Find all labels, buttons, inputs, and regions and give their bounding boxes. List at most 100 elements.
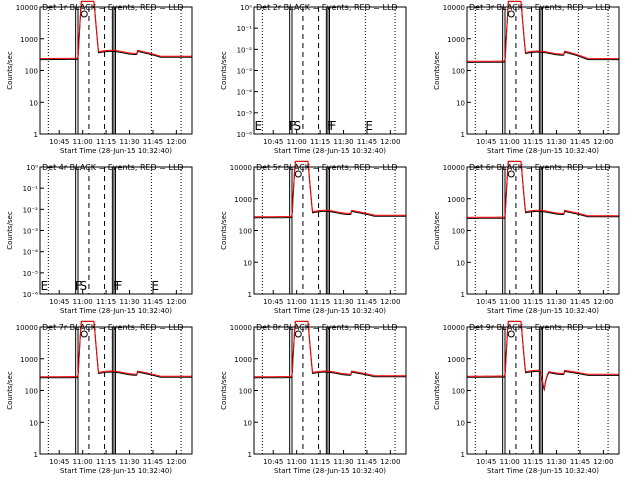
x-tick-label: 12:00	[380, 298, 400, 306]
x-tick-label: 12:00	[380, 138, 400, 146]
x-tick-label: 11:00	[287, 458, 307, 466]
event-letter-label: F	[289, 119, 296, 133]
x-tick-label: 11:15	[310, 298, 330, 306]
flare-peak-marker	[294, 170, 302, 178]
x-tick-label: 11:45	[357, 138, 377, 146]
y-tick-label: 10⁻¹	[23, 185, 39, 193]
x-axis-title: Start Time (28-Jun-15 10:32:40)	[487, 147, 599, 155]
y-tick-label: 10⁻⁴	[23, 249, 39, 257]
x-tick-label: 11:45	[357, 458, 377, 466]
y-tick-label: 10	[456, 99, 465, 107]
y-tick-label: 10	[456, 419, 465, 427]
x-tick-label: 11:15	[523, 138, 543, 146]
x-axis-title: Start Time (28-Jun-15 10:32:40)	[487, 467, 599, 475]
y-tick-label: 10	[29, 419, 38, 427]
plot-frame	[466, 326, 620, 455]
y-tick-label: 100	[452, 388, 465, 396]
y-tick-label: 10⁻⁵	[237, 110, 253, 118]
x-tick-label: 12:00	[166, 138, 186, 146]
plot-frame	[39, 326, 193, 455]
flare-peak-marker	[507, 170, 515, 178]
x-tick-label: 10:45	[49, 298, 69, 306]
event-letter-label: E	[151, 279, 159, 293]
y-axis-title: Counts/sec	[433, 211, 441, 250]
x-tick-label: 11:45	[570, 298, 590, 306]
y-tick-label: 10	[29, 99, 38, 107]
series-lld-line	[40, 0, 192, 60]
event-letter-label: E	[41, 279, 49, 293]
event-letter-label: E	[255, 119, 263, 133]
plot-frame	[466, 166, 620, 295]
y-tick-label: 100	[25, 68, 38, 76]
x-tick-label: 12:00	[593, 138, 613, 146]
x-tick-label: 10:45	[49, 138, 69, 146]
y-tick-label: 1000	[234, 196, 252, 204]
x-tick-label: 11:15	[96, 298, 116, 306]
event-letter-label: S	[294, 119, 302, 133]
event-letter-label: F	[75, 279, 82, 293]
x-tick-label: 11:30	[119, 298, 139, 306]
x-axis-title: Start Time (28-Jun-15 10:32:40)	[60, 467, 172, 475]
x-tick-label: 11:45	[357, 298, 377, 306]
y-tick-label: 1000	[447, 36, 465, 44]
y-tick-label: 100	[452, 228, 465, 236]
event-letter-label: F	[326, 119, 333, 133]
x-tick-label: 11:45	[143, 298, 163, 306]
x-tick-label: 11:45	[570, 138, 590, 146]
y-axis-title: Counts/sec	[433, 371, 441, 410]
x-tick-label: 12:00	[166, 458, 186, 466]
series-events-line	[254, 160, 406, 219]
y-tick-label: 1000	[234, 356, 252, 364]
y-tick-label: 1000	[447, 196, 465, 204]
series-events-line	[40, 0, 192, 61]
plot-frame	[39, 166, 193, 295]
series-lld-line	[467, 160, 619, 218]
series-lld-line	[40, 320, 192, 378]
detector-panel-3r: Det 3r BLACK = Events, RED = LLD11010010…	[433, 0, 620, 155]
x-tick-label: 11:30	[119, 138, 139, 146]
x-tick-label: 12:00	[593, 298, 613, 306]
flare-peak-marker	[507, 10, 515, 18]
event-letter-label: F	[329, 119, 336, 133]
x-tick-label: 11:15	[96, 458, 116, 466]
x-tick-label: 11:30	[119, 458, 139, 466]
y-tick-label: 10000	[230, 164, 252, 172]
x-tick-label: 11:30	[546, 298, 566, 306]
x-tick-label: 10:45	[263, 458, 283, 466]
y-tick-label: 10	[456, 259, 465, 267]
x-tick-label: 12:00	[166, 298, 186, 306]
series-lld-line	[254, 160, 406, 218]
series-events-line	[467, 0, 619, 63]
flare-peak-marker	[294, 330, 302, 338]
plot-frame	[253, 6, 407, 135]
y-tick-label: 10⁻³	[23, 228, 39, 236]
x-tick-label: 11:15	[523, 458, 543, 466]
x-tick-label: 11:00	[500, 458, 520, 466]
series-events-line	[40, 320, 192, 379]
y-tick-label: 1	[248, 451, 252, 459]
series-lld-line	[467, 320, 619, 391]
y-tick-label: 10⁻⁶	[237, 131, 253, 139]
y-tick-label: 10⁻²	[237, 46, 253, 54]
y-axis-title: Counts/sec	[6, 51, 14, 90]
x-tick-label: 10:45	[49, 458, 69, 466]
x-tick-label: 10:45	[476, 138, 496, 146]
event-letter-label: F	[115, 279, 122, 293]
x-tick-label: 10:45	[263, 138, 283, 146]
x-tick-label: 11:00	[500, 298, 520, 306]
y-tick-label: 10000	[230, 324, 252, 332]
y-tick-label: 100	[452, 68, 465, 76]
series-lld-line	[254, 320, 406, 378]
y-axis-title: Counts/sec	[433, 51, 441, 90]
plot-frame	[253, 326, 407, 455]
x-axis-title: Start Time (28-Jun-15 10:32:40)	[274, 467, 386, 475]
event-letter-label: E	[365, 119, 373, 133]
detector-panel-9r: Det 9r BLACK = Events, RED = LLD11010010…	[433, 320, 620, 475]
y-axis-title: Counts/sec	[220, 211, 228, 250]
x-tick-label: 11:45	[143, 458, 163, 466]
x-tick-label: 11:00	[73, 138, 93, 146]
y-tick-label: 100	[239, 388, 252, 396]
x-tick-label: 12:00	[593, 458, 613, 466]
